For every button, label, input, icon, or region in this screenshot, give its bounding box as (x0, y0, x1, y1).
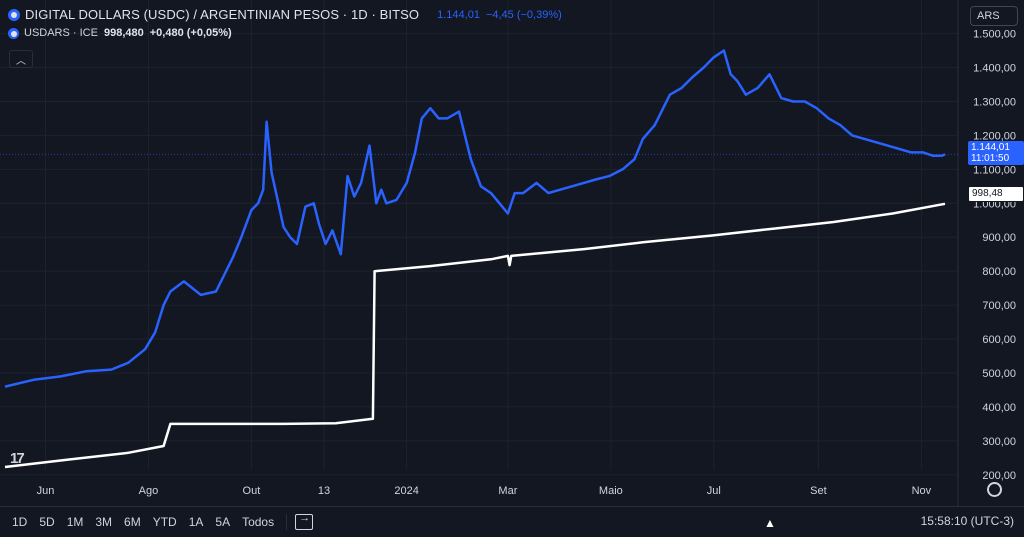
x-tick-label: Jun (37, 485, 55, 497)
usdc-price-value: 1.144,01 (971, 142, 1010, 153)
mouse-cursor-icon: ▲ (764, 516, 776, 530)
time-axis: Jun Ago Out 13 2024 Mar Maio Jul Set Nov (37, 485, 932, 497)
usdars-series-line (4, 202, 946, 469)
toolbar-divider (286, 514, 288, 530)
gear-icon[interactable] (987, 482, 1002, 497)
price-axis: 1.500,00 1.400,00 1.300,00 1.200,00 1.100,00… (973, 29, 1016, 482)
compare-change: +0,480 (+0,05%) (149, 27, 232, 39)
y-tick-label: 500,00 (982, 368, 1016, 380)
range-5a[interactable]: 5A (215, 515, 231, 529)
usdars-price-tag: 998,48 (968, 186, 1024, 202)
price-chart[interactable]: 1.500,00 1.400,00 1.300,00 1.200,00 1.100,00… (0, 0, 1024, 506)
chevron-up-icon: ︿ (16, 55, 26, 67)
x-tick-label: Ago (139, 485, 159, 497)
range-1d[interactable]: 1D (12, 515, 28, 529)
y-tick-label: 800,00 (982, 266, 1016, 278)
currency-label: ARS (977, 10, 1000, 22)
x-tick-label: 13 (318, 485, 330, 497)
range-1a[interactable]: 1A (188, 515, 204, 529)
x-tick-label: 2024 (394, 485, 418, 497)
y-tick-label: 600,00 (982, 334, 1016, 346)
usdc-series-line (4, 49, 946, 388)
x-tick-label: Jul (707, 485, 721, 497)
y-tick-label: 300,00 (982, 436, 1016, 448)
y-tick-label: 400,00 (982, 402, 1016, 414)
range-1m[interactable]: 1M (66, 515, 84, 529)
x-tick-label: Nov (912, 485, 932, 497)
bar-countdown: 11:01:50 (971, 153, 1010, 164)
y-tick-label: 1.300,00 (973, 96, 1016, 108)
price-change: −4,45 (−0,39%) (485, 9, 562, 21)
bottom-toolbar: 1D 5D 1M 3M 6M YTD 1A 5A Todos 15:58:10 … (0, 506, 1024, 537)
range-3m[interactable]: 3M (95, 515, 113, 529)
y-tick-label: 1.500,00 (973, 29, 1016, 41)
y-tick-label: 1.200,00 (973, 130, 1016, 142)
chart-grid (0, 0, 959, 506)
x-tick-label: Mar (498, 485, 517, 497)
chart-legend: DIGITAL DOLLARS (USDC) / ARGENTINIAN PES… (8, 6, 562, 42)
clock[interactable]: 15:58:10 (UTC-3) (920, 514, 1014, 528)
y-tick-label: 200,00 (982, 470, 1016, 482)
y-tick-label: 1.400,00 (973, 63, 1016, 75)
x-tick-label: Maio (599, 485, 623, 497)
compare-symbol-row[interactable]: USDARS · ICE 998,480 +0,480 (+0,05%) (8, 24, 562, 42)
collapse-legend-button[interactable]: ︿ (9, 50, 33, 68)
range-5d[interactable]: 5D (39, 515, 55, 529)
range-6m[interactable]: 6M (124, 515, 141, 529)
range-ytd[interactable]: YTD (152, 515, 177, 529)
bitso-logo-icon (8, 9, 20, 21)
compare-price: 998,480 (103, 27, 144, 39)
symbol-title: DIGITAL DOLLARS (USDC) / ARGENTINIAN PES… (25, 7, 420, 22)
main-symbol-row[interactable]: DIGITAL DOLLARS (USDC) / ARGENTINIAN PES… (8, 6, 562, 24)
y-tick-label: 900,00 (982, 232, 1016, 244)
flag-icon (8, 27, 19, 39)
chart-series (4, 49, 946, 469)
x-tick-label: Out (243, 485, 261, 497)
last-price: 1.144,01 (437, 9, 480, 21)
usdars-price-value: 998,48 (972, 188, 1003, 199)
y-tick-label: 1.100,00 (973, 164, 1016, 176)
y-tick-label: 700,00 (982, 300, 1016, 312)
tradingview-logo[interactable]: 17 (10, 450, 25, 467)
compare-symbol: USDARS · ICE (24, 27, 98, 39)
range-todos[interactable]: Todos (242, 515, 275, 529)
currency-selector[interactable]: ARS (970, 6, 1018, 26)
usdc-price-tag: 1.144,01 11:01:50 (968, 141, 1024, 165)
go-to-date-icon[interactable] (295, 512, 314, 530)
x-tick-label: Set (810, 485, 827, 497)
